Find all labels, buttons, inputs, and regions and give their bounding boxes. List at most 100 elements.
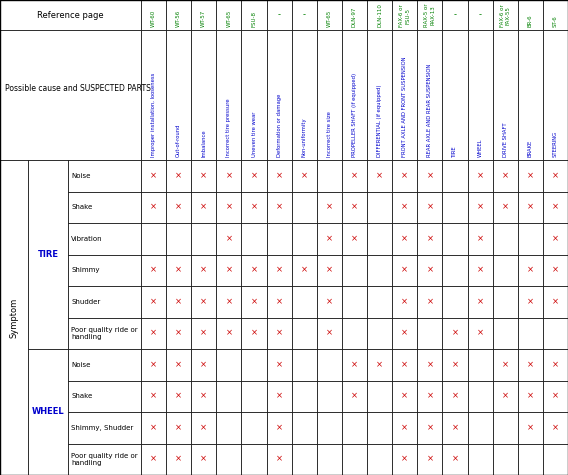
Text: ×: × <box>225 234 232 243</box>
Text: PROPELLER SHAFT (if equipped): PROPELLER SHAFT (if equipped) <box>352 73 357 157</box>
Text: Out-of-round: Out-of-round <box>176 124 181 157</box>
Text: ×: × <box>250 171 257 180</box>
Bar <box>518 412 543 444</box>
Text: ×: × <box>175 392 182 401</box>
Bar <box>141 191 166 223</box>
Bar <box>68 286 141 317</box>
Text: ×: × <box>175 266 182 275</box>
Bar <box>266 286 292 317</box>
Text: ×: × <box>401 329 408 338</box>
Bar <box>266 317 292 349</box>
Bar <box>518 0 543 30</box>
Bar <box>518 30 543 160</box>
Bar <box>241 0 266 30</box>
Bar <box>28 160 68 349</box>
Text: ×: × <box>201 360 207 369</box>
Bar <box>392 223 417 255</box>
Text: ×: × <box>452 329 458 338</box>
Bar <box>342 349 367 380</box>
Bar <box>68 255 141 286</box>
Bar <box>367 380 392 412</box>
Bar <box>191 286 216 317</box>
Bar <box>216 412 241 444</box>
Text: ×: × <box>225 297 232 306</box>
Bar <box>141 286 166 317</box>
Text: ×: × <box>477 171 483 180</box>
Bar <box>417 444 442 475</box>
Bar <box>191 444 216 475</box>
Text: Symptom: Symptom <box>10 297 19 338</box>
Bar <box>292 286 317 317</box>
Bar <box>317 191 342 223</box>
Bar <box>141 223 166 255</box>
Text: FAX-6 or
FSU-5: FAX-6 or FSU-5 <box>399 4 410 27</box>
Text: ×: × <box>275 455 283 464</box>
Text: FRONT AXLE AND FRONT SUSPENSION: FRONT AXLE AND FRONT SUSPENSION <box>402 57 407 157</box>
Bar <box>216 30 241 160</box>
Bar <box>266 30 292 160</box>
Bar <box>292 255 317 286</box>
Bar <box>216 160 241 191</box>
Text: WT-65: WT-65 <box>327 10 332 27</box>
Bar <box>367 317 392 349</box>
Bar <box>266 160 292 191</box>
Text: FSU-8: FSU-8 <box>252 11 257 27</box>
Text: DIFFERENTIAL (if equipped): DIFFERENTIAL (if equipped) <box>377 85 382 157</box>
Bar <box>467 30 492 160</box>
Text: ×: × <box>225 171 232 180</box>
Text: WT-57: WT-57 <box>201 10 206 27</box>
Bar <box>467 412 492 444</box>
Bar <box>317 412 342 444</box>
Bar <box>442 380 467 412</box>
Bar <box>241 30 266 160</box>
Text: ×: × <box>275 203 283 212</box>
Bar <box>392 0 417 30</box>
Bar <box>166 0 191 30</box>
Text: ×: × <box>326 266 333 275</box>
Bar <box>68 412 141 444</box>
Text: ×: × <box>477 329 483 338</box>
Text: ×: × <box>527 423 534 432</box>
Text: ×: × <box>201 329 207 338</box>
Text: ×: × <box>201 297 207 306</box>
Bar <box>266 444 292 475</box>
Text: Possible cause and SUSPECTED PARTS: Possible cause and SUSPECTED PARTS <box>5 84 151 93</box>
Text: ×: × <box>201 203 207 212</box>
Text: Shudder: Shudder <box>71 299 100 305</box>
Text: ×: × <box>150 171 157 180</box>
Text: ×: × <box>150 392 157 401</box>
Text: ×: × <box>150 360 157 369</box>
Text: ×: × <box>552 423 559 432</box>
Bar <box>0 0 141 30</box>
Bar <box>292 380 317 412</box>
Text: ×: × <box>175 297 182 306</box>
Text: ×: × <box>552 171 559 180</box>
Bar <box>417 160 442 191</box>
Bar <box>342 286 367 317</box>
Bar <box>417 223 442 255</box>
Text: ×: × <box>175 423 182 432</box>
Bar <box>216 444 241 475</box>
Text: -: - <box>303 10 306 19</box>
Bar <box>518 160 543 191</box>
Bar <box>241 444 266 475</box>
Bar <box>216 0 241 30</box>
Bar <box>68 444 141 475</box>
Bar <box>216 317 241 349</box>
Bar <box>442 412 467 444</box>
Text: ×: × <box>552 392 559 401</box>
Text: ×: × <box>150 329 157 338</box>
Bar <box>442 223 467 255</box>
Bar <box>367 349 392 380</box>
Text: ×: × <box>275 423 283 432</box>
Text: ×: × <box>477 297 483 306</box>
Text: ×: × <box>201 455 207 464</box>
Bar <box>467 444 492 475</box>
Text: ×: × <box>527 266 534 275</box>
Text: Imbalance: Imbalance <box>201 129 206 157</box>
Bar <box>216 286 241 317</box>
Bar <box>266 349 292 380</box>
Bar <box>292 412 317 444</box>
Bar <box>0 30 141 160</box>
Text: ×: × <box>502 171 509 180</box>
